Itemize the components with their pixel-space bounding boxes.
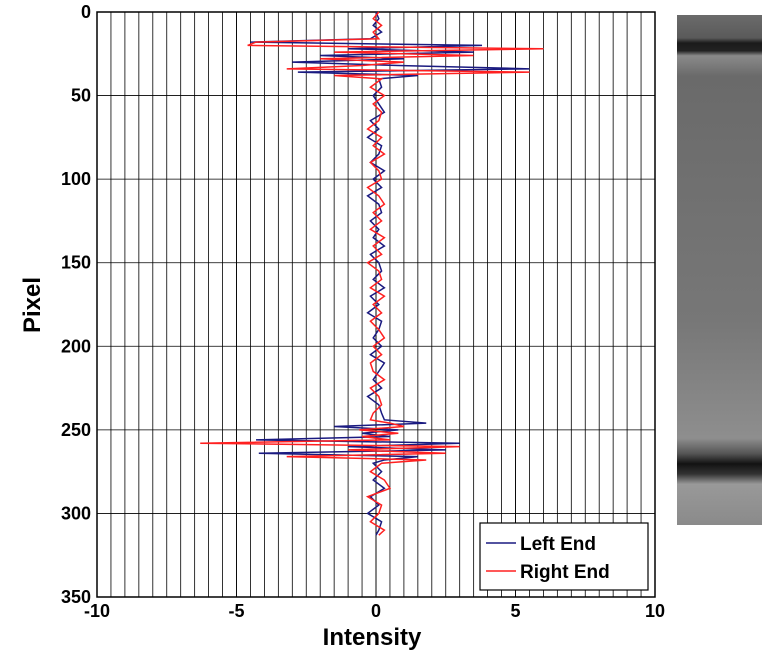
- series-line: [200, 11, 544, 536]
- x-tick-label: -10: [84, 601, 110, 621]
- y-tick-label: 200: [61, 336, 91, 356]
- x-tick-label: 5: [510, 601, 520, 621]
- y-tick-label: 100: [61, 169, 91, 189]
- sample-image: [677, 15, 762, 525]
- y-axis-label: Pixel: [19, 277, 46, 333]
- x-tick-label: 0: [371, 601, 381, 621]
- x-tick-label: 10: [645, 601, 665, 621]
- y-tick-label: 300: [61, 503, 91, 523]
- legend-label: Left End: [520, 534, 596, 555]
- series-line: [250, 11, 530, 536]
- y-tick-label: 50: [71, 86, 91, 106]
- x-tick-label: -5: [228, 601, 244, 621]
- y-tick-label: 250: [61, 420, 91, 440]
- legend-box: [479, 522, 649, 591]
- y-tick-label: 150: [61, 253, 91, 273]
- x-axis-label: Intensity: [323, 624, 422, 651]
- legend-label: Right End: [520, 562, 610, 583]
- y-tick-label: 0: [81, 2, 91, 22]
- y-tick-label: 350: [61, 587, 91, 607]
